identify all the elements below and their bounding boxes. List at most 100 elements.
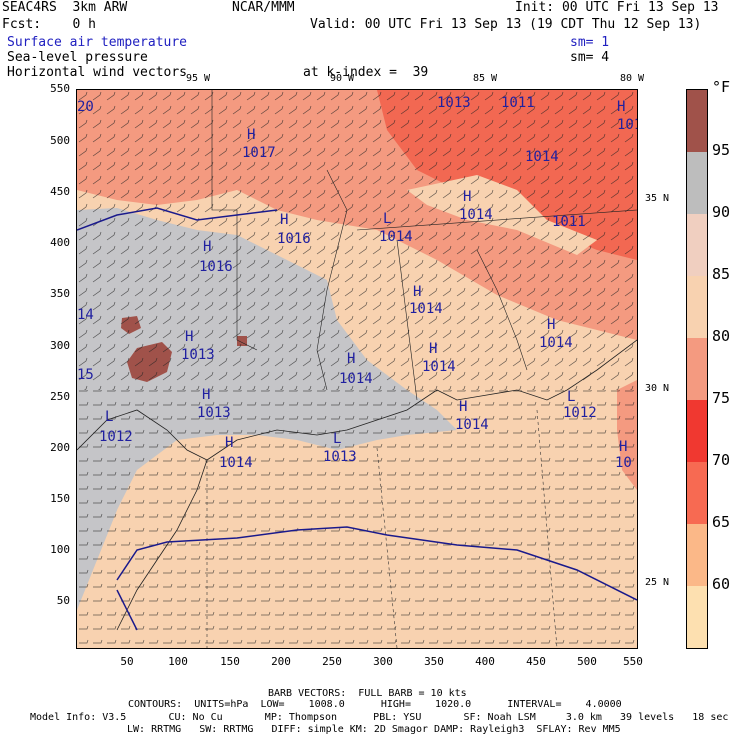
y-tick: 50 <box>56 594 70 607</box>
colorbar-swatch <box>687 276 707 338</box>
colorbar-unit: °F <box>712 78 731 96</box>
x-tick: 400 <box>475 655 495 668</box>
field-wind: Horizontal wind vectors <box>7 65 188 80</box>
lat-label-35n: 35 N <box>645 193 670 204</box>
y-tick: 250 <box>50 390 70 403</box>
x-tick: 300 <box>373 655 393 668</box>
pressure-label: 10 <box>615 455 632 471</box>
colorbar-label: 65 <box>712 513 731 531</box>
pressure-label: H <box>247 127 256 143</box>
colorbar-label: 70 <box>712 451 731 469</box>
pressure-label: 1011 <box>501 95 535 111</box>
colorbar-swatch <box>687 400 707 462</box>
lat-label-30n: 30 N <box>645 383 670 394</box>
pressure-label: 101 <box>617 117 637 133</box>
isobar-2 <box>116 526 637 601</box>
model-info-2: LW: RRTMG SW: RRTMG DIFF: simple KM: 2D … <box>127 724 621 735</box>
pressure-label: 20 <box>77 99 94 115</box>
pressure-label: H <box>203 239 212 255</box>
pressure-label: L <box>333 431 342 447</box>
barb-legend: BARB VECTORS: FULL BARB = 10 kts <box>268 688 467 699</box>
y-tick: 400 <box>50 236 70 249</box>
x-tick: 200 <box>271 655 291 668</box>
pressure-label: H <box>413 284 422 300</box>
lon-label-85w: 85 W <box>472 73 498 84</box>
y-tick: 350 <box>50 287 70 300</box>
pressure-label: H <box>547 317 556 333</box>
colorbar-swatch <box>687 524 707 586</box>
pressure-label: 1014 <box>525 149 559 165</box>
map-canvas <box>77 90 637 648</box>
colorbar-swatch <box>687 90 707 152</box>
x-tick: 550 <box>623 655 643 668</box>
pressure-label: 1014 <box>455 417 489 433</box>
x-tick: 450 <box>526 655 546 668</box>
pressure-label: 1014 <box>219 455 253 471</box>
pressure-label: 1016 <box>277 231 311 247</box>
lon-label-80w: 80 W <box>619 73 645 84</box>
pressure-label: L <box>567 389 576 405</box>
pressure-label: L <box>105 409 114 425</box>
pressure-label: 1014 <box>539 335 573 351</box>
pressure-label: 1012 <box>99 429 133 445</box>
x-tick: 350 <box>424 655 444 668</box>
colorbar-label: 95 <box>712 141 731 159</box>
field-temperature: Surface air temperature <box>7 35 188 50</box>
pressure-label: 14 <box>77 307 94 323</box>
pressure-label: 1013 <box>197 405 231 421</box>
pressure-label: H <box>463 189 472 205</box>
lon-label-95w: 95 W <box>185 73 211 84</box>
colorbar-label: 85 <box>712 265 731 283</box>
x-tick: 500 <box>577 655 597 668</box>
pressure-label: H <box>225 435 234 451</box>
colorbar-label: 90 <box>712 203 731 221</box>
forecast-hour: Fcst: 0 h <box>2 17 96 32</box>
pressure-label: 1013 <box>181 347 215 363</box>
pressure-label: H <box>280 212 289 228</box>
y-tick: 300 <box>50 339 70 352</box>
pressure-label: 1013 <box>323 449 357 465</box>
y-tick: 500 <box>50 134 70 147</box>
colorbar-swatch <box>687 338 707 400</box>
init-time: Init: 00 UTC Fri 13 Sep 13 <box>515 0 719 15</box>
x-tick: 250 <box>322 655 342 668</box>
colorbar <box>686 89 708 649</box>
valid-time: Valid: 00 UTC Fri 13 Sep 13 (19 CDT Thu … <box>310 17 702 32</box>
x-tick: 50 <box>120 655 134 668</box>
model-title: SEAC4RS 3km ARW <box>2 0 128 15</box>
pressure-label: 1012 <box>563 405 597 421</box>
pressure-label: H <box>459 399 468 415</box>
y-tick: 200 <box>50 441 70 454</box>
pressure-label: H <box>617 99 626 115</box>
x-tick: 100 <box>168 655 188 668</box>
smoothing-2: sm= 4 <box>570 50 610 65</box>
pressure-label: H <box>185 329 194 345</box>
state-lines <box>211 90 258 351</box>
smoothing-1: sm= 1 <box>570 35 610 50</box>
pressure-label: 1014 <box>409 301 443 317</box>
isobar-1 <box>77 207 278 231</box>
y-tick: 450 <box>50 185 70 198</box>
pressure-label: H <box>619 439 628 455</box>
pressure-label: 1014 <box>422 359 456 375</box>
field-pressure: Sea-level pressure <box>7 50 148 65</box>
colorbar-swatch <box>687 214 707 276</box>
pressure-label: 1013 <box>437 95 471 111</box>
coastline <box>77 339 637 461</box>
y-tick: 150 <box>50 492 70 505</box>
pressure-label: 1014 <box>459 207 493 223</box>
k-index-label: at k-index = 39 <box>303 65 429 80</box>
lat-label-25n: 25 N <box>645 577 670 588</box>
colorbar-label: 60 <box>712 575 731 593</box>
pressure-label: 1016 <box>199 259 233 275</box>
colorbar-label: 75 <box>712 389 731 407</box>
pressure-label: 1014 <box>339 371 373 387</box>
pressure-label: 1011 <box>552 214 586 230</box>
y-tick: 550 <box>50 82 70 95</box>
pressure-label: H <box>347 351 356 367</box>
pressure-label: H <box>202 387 211 403</box>
colorbar-swatch <box>687 586 707 648</box>
y-tick: 100 <box>50 543 70 556</box>
x-tick: 150 <box>220 655 240 668</box>
map-panel: H 1017 H 1016 H 1016 L 1014 1013 1011 H … <box>76 89 638 649</box>
